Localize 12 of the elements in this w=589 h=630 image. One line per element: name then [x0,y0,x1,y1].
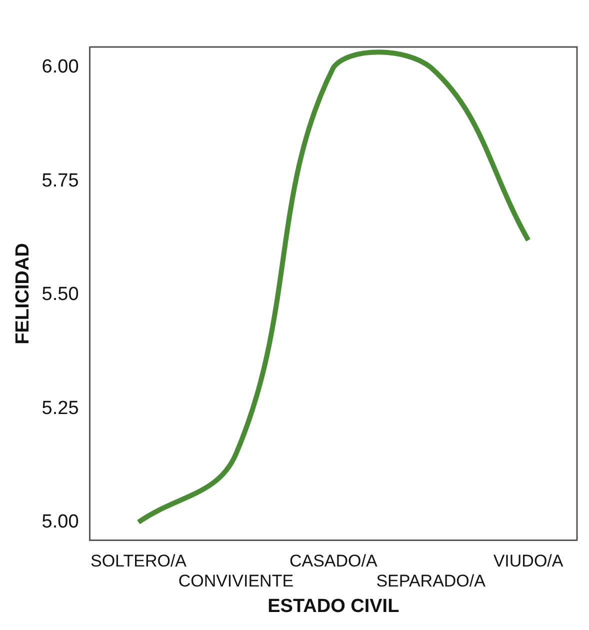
x-tick-label: SEPARADO/A [376,572,486,591]
x-tick-label: VIUDO/A [493,551,564,570]
y-tick-label: 5.50 [42,284,79,306]
x-tick-label: CONVIVIENTE [178,572,294,591]
y-axis-title: FELICIDAD [12,243,34,344]
x-tick-label: SOLTERO/A [90,551,188,570]
y-tick-label: 5.75 [42,170,79,192]
y-tick-label: 6.00 [42,56,79,78]
x-tick-label: CASADO/A [289,551,378,570]
y-tick-label: 5.00 [42,511,79,532]
x-axis-title: ESTADO CIVIL [268,596,400,617]
y-tick-label: 5.25 [42,398,79,419]
